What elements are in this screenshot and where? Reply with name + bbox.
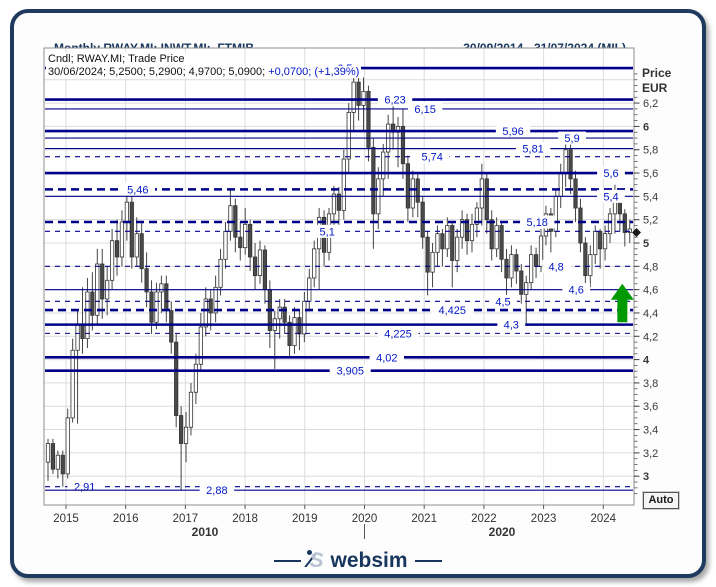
svg-text:5,96: 5,96 [502, 126, 523, 138]
svg-text:4,8: 4,8 [548, 261, 563, 273]
svg-text:5,1: 5,1 [320, 226, 335, 238]
svg-text:2020: 2020 [352, 513, 378, 525]
svg-text:3: 3 [643, 471, 649, 483]
legend-change: +0,0700; (+1,39%) [268, 66, 360, 78]
svg-text:5,9: 5,9 [564, 133, 579, 145]
footer-rule-right [414, 560, 442, 562]
svg-text:3,6: 3,6 [643, 401, 658, 413]
footer-logo: ∕∕S websim [0, 549, 716, 573]
svg-text:5,6: 5,6 [603, 168, 618, 180]
svg-text:5,4: 5,4 [643, 191, 658, 203]
svg-text:6,15: 6,15 [414, 104, 435, 116]
svg-text:5,4: 5,4 [603, 191, 618, 203]
price-axis-title-line2: EUR [642, 81, 668, 95]
svg-text:2,91: 2,91 [74, 482, 95, 494]
legend-series: Cndl; RWAY.MI; Trade Price [46, 53, 187, 65]
svg-text:2022: 2022 [471, 513, 497, 525]
footer-rule-left [274, 560, 302, 562]
svg-text:2,88: 2,88 [206, 485, 227, 497]
svg-text:2017: 2017 [173, 513, 199, 525]
price-axis-title: Price EUR [642, 66, 671, 96]
svg-text:4: 4 [643, 355, 650, 367]
svg-text:4,6: 4,6 [569, 285, 584, 297]
logo-s-icon: S [309, 549, 324, 572]
svg-text:5,81: 5,81 [522, 144, 543, 156]
svg-text:2024: 2024 [591, 513, 617, 525]
svg-text:3,8: 3,8 [643, 378, 658, 390]
svg-text:4,6: 4,6 [643, 285, 658, 297]
price-axis-title-line1: Price [642, 66, 672, 80]
svg-text:6: 6 [643, 121, 649, 133]
svg-text:4,425: 4,425 [439, 305, 467, 317]
svg-text:5,18: 5,18 [527, 217, 548, 229]
svg-text:5,8: 5,8 [643, 145, 658, 157]
svg-text:4,2: 4,2 [643, 331, 658, 343]
svg-text:4,4: 4,4 [643, 308, 658, 320]
svg-text:5,46: 5,46 [127, 184, 148, 196]
svg-text:2019: 2019 [292, 513, 318, 525]
brand-name: websim [330, 549, 408, 572]
svg-text:3,4: 3,4 [643, 425, 658, 437]
auto-scale-button[interactable]: Auto [643, 492, 679, 509]
svg-text:4,8: 4,8 [643, 261, 658, 273]
svg-text:2023: 2023 [531, 513, 557, 525]
svg-text:5,2: 5,2 [643, 215, 658, 227]
svg-text:2015: 2015 [53, 513, 79, 525]
svg-text:3,2: 3,2 [643, 448, 658, 460]
svg-text:6,23: 6,23 [384, 95, 405, 107]
svg-text:3,905: 3,905 [336, 366, 364, 378]
svg-text:4,5: 4,5 [495, 296, 510, 308]
svg-text:2018: 2018 [232, 513, 258, 525]
websim-logo-icon: ∕∕S [307, 549, 324, 573]
svg-text:2016: 2016 [113, 513, 139, 525]
svg-text:4,225: 4,225 [384, 328, 412, 340]
svg-text:6,2: 6,2 [643, 98, 658, 110]
svg-text:4,3: 4,3 [504, 320, 519, 332]
svg-text:5,6: 5,6 [643, 168, 658, 180]
svg-text:2020: 2020 [489, 525, 516, 539]
legend-ohlc: 30/06/2024; 5,2500; 5,2900; 4,9700; 5,09… [48, 66, 269, 78]
svg-text:2021: 2021 [411, 513, 437, 525]
svg-text:5,74: 5,74 [422, 152, 443, 164]
svg-text:2010: 2010 [192, 525, 219, 539]
svg-text:4,02: 4,02 [376, 352, 397, 364]
svg-text:5: 5 [643, 238, 649, 250]
chart-legend: Cndl; RWAY.MI; Trade Price 30/06/2024; 5… [46, 53, 362, 79]
logo-dot-icon [307, 550, 313, 555]
